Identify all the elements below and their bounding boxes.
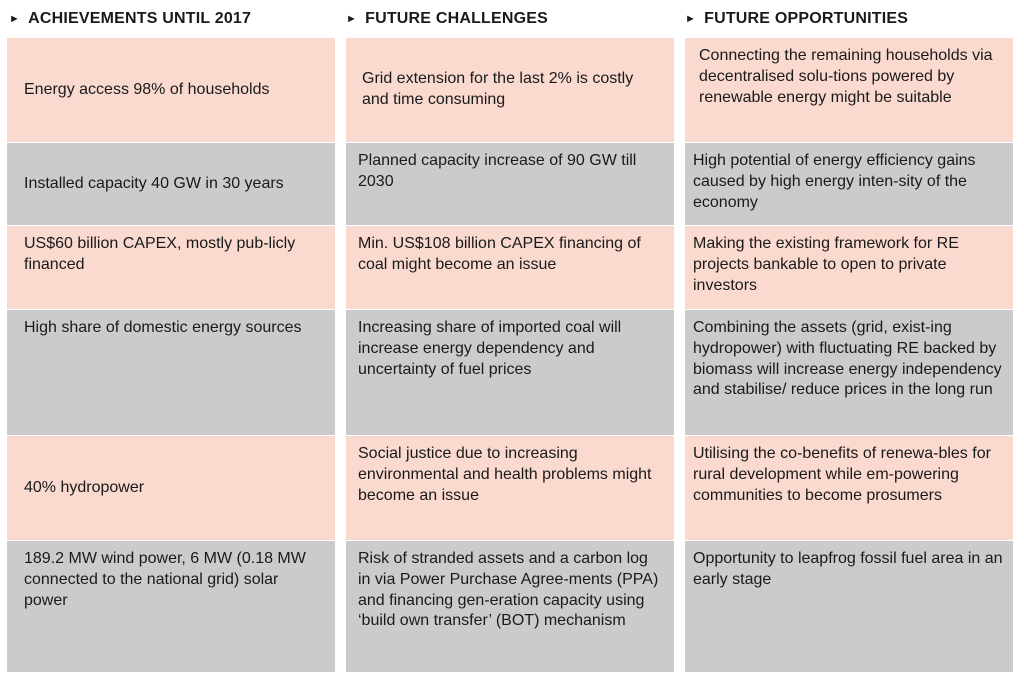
triangle-right-icon: ► — [685, 13, 697, 25]
column-challenges: ► FUTURE CHALLENGES Grid extension for th… — [346, 0, 674, 672]
table-cell: 40% hydropower — [7, 436, 335, 540]
table-cell: Combining the assets (grid, exist-ing hy… — [685, 310, 1013, 435]
table-cell: Social justice due to increasing environ… — [346, 436, 674, 540]
column-header: ► FUTURE OPPORTUNITIES — [685, 10, 909, 27]
table-cell: Planned capacity increase of 90 GW till … — [346, 143, 674, 225]
triangle-right-icon: ► — [9, 13, 21, 25]
table-cell: Risk of stranded assets and a carbon log… — [346, 541, 674, 672]
table-cell: Utilising the co-benefits of renewa-bles… — [685, 436, 1013, 540]
table-cell: Connecting the remaining households via … — [685, 38, 1013, 142]
column-header: ► ACHIEVEMENTS UNTIL 2017 — [9, 10, 252, 27]
column-achievements: ► ACHIEVEMENTS UNTIL 2017 Energy access 9… — [7, 0, 335, 672]
table-cell: Energy access 98% of households — [7, 38, 335, 142]
table-cell: Increasing share of imported coal will i… — [346, 310, 674, 435]
column-opportunities: ► FUTURE OPPORTUNITIES Connecting the rem… — [685, 0, 1013, 672]
table-cell: Making the existing framework for RE pro… — [685, 226, 1013, 309]
table-cell: Min. US$108 billion CAPEX financing of c… — [346, 226, 674, 309]
table-cell: High potential of energy efficiency gain… — [685, 143, 1013, 225]
table-cell: Opportunity to leapfrog fossil fuel area… — [685, 541, 1013, 672]
triangle-right-icon: ► — [346, 13, 358, 25]
table-cell: US$60 billion CAPEX, mostly pub-licly fi… — [7, 226, 335, 309]
table-cell: Installed capacity 40 GW in 30 years — [7, 143, 335, 225]
table-cell: Grid extension for the last 2% is costly… — [346, 38, 674, 142]
column-header: ► FUTURE CHALLENGES — [346, 10, 549, 27]
table-cell: High share of domestic energy sources — [7, 310, 335, 435]
table-cell: 189.2 MW wind power, 6 MW (0.18 MW conne… — [7, 541, 335, 672]
